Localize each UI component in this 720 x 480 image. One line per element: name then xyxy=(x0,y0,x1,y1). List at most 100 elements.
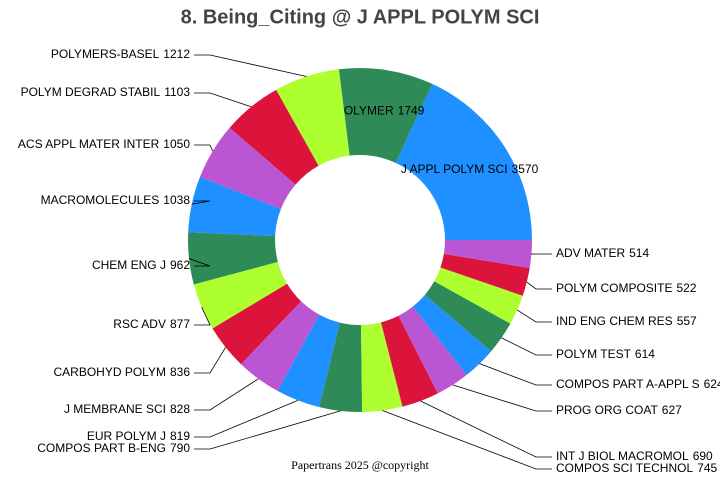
donut-slice xyxy=(361,322,403,412)
label-value: 1038 xyxy=(163,193,190,207)
donut-slice xyxy=(193,261,288,329)
label-value: 3570 xyxy=(512,162,539,176)
leader-line xyxy=(194,410,341,450)
leader-line xyxy=(188,258,211,267)
label-name: POLYM TEST xyxy=(556,347,632,361)
donut-slice xyxy=(319,322,363,412)
leader-line xyxy=(194,306,211,326)
leader-line xyxy=(194,400,299,438)
slice-label: POLYMER 1749 xyxy=(336,104,425,118)
leader-line xyxy=(194,378,259,411)
leader-line xyxy=(194,92,252,108)
leader-line xyxy=(191,200,211,205)
label-value: 522 xyxy=(676,281,696,295)
label-name: PROG ORG COAT xyxy=(556,403,658,417)
chart-title: 8. Being_Citing @ J APPL POLYM SCI xyxy=(181,6,540,28)
donut-slice xyxy=(380,315,438,407)
slice-label: POLYM TEST 614 xyxy=(556,347,655,361)
slice-label: J APPL POLYM SCI 3570 xyxy=(401,162,539,176)
label-name: J APPL POLYM SCI xyxy=(401,162,508,176)
slice-label: POLYMERS-BASEL 1212 xyxy=(51,47,191,61)
leader-line xyxy=(194,347,226,374)
donut-slice xyxy=(443,240,532,269)
slice-label: CHEM ENG J 962 xyxy=(92,258,190,272)
slice-label: ACS APPL MATER INTER 1050 xyxy=(18,137,190,151)
label-value: 1103 xyxy=(164,85,190,99)
label-name: COMPOS PART B-ENG xyxy=(37,441,166,455)
donut-slice xyxy=(212,283,302,365)
leader-line xyxy=(382,410,552,470)
leader-line xyxy=(194,144,214,152)
label-name: J MEMBRANE SCI xyxy=(64,402,166,416)
label-value: 828 xyxy=(170,402,190,416)
donut-slice xyxy=(424,281,511,352)
donut-slice xyxy=(434,267,523,324)
slice-label: J MEMBRANE SCI 828 xyxy=(64,402,190,416)
slice-label: COMPOS SCI TECHNOL 745 xyxy=(556,461,717,475)
label-name: CHEM ENG J xyxy=(92,258,166,272)
label-name: POLYMER xyxy=(336,104,394,118)
label-name: COMPOS SCI TECHNOL xyxy=(556,461,693,475)
label-name: ACS APPL MATER INTER xyxy=(18,137,160,151)
donut-slice xyxy=(199,127,296,209)
donut-slice xyxy=(188,176,281,237)
slice-label: POLYM DEGRAD STABIL 1103 xyxy=(21,85,191,99)
leader-line xyxy=(194,54,307,77)
label-name: COMPOS PART A-APPL S xyxy=(556,377,700,391)
slice-label: MACROMOLECULES 1038 xyxy=(41,193,191,207)
label-name: CARBOHYD POLYM xyxy=(54,365,166,379)
slice-label: CARBOHYD POLYM 836 xyxy=(54,365,191,379)
donut-slice xyxy=(412,294,492,375)
label-value: 614 xyxy=(635,347,655,361)
label-value: 1749 xyxy=(398,104,425,118)
label-value: 627 xyxy=(662,403,682,417)
donut-slice xyxy=(398,306,467,394)
label-name: EUR POLYM J xyxy=(87,429,166,443)
slice-label: PROG ORG COAT 627 xyxy=(556,403,682,417)
slice-label: COMPOS PART A-APPL S 624 xyxy=(556,377,720,391)
label-value: 624 xyxy=(704,377,720,391)
leader-line xyxy=(479,363,552,386)
label-value: 962 xyxy=(170,258,190,272)
label-value: 690 xyxy=(693,449,713,463)
label-value: 514 xyxy=(629,246,649,260)
label-value: 557 xyxy=(677,314,697,328)
label-value: 836 xyxy=(170,365,190,379)
leader-line xyxy=(516,309,552,323)
label-value: 877 xyxy=(170,317,190,331)
label-name: RSC ADV xyxy=(113,317,166,331)
slice-label: INT J BIOL MACROMOL 690 xyxy=(556,449,713,463)
label-name: POLYM COMPOSITE xyxy=(556,281,672,295)
label-value: 790 xyxy=(170,441,190,455)
slice-label: COMPOS PART B-ENG 790 xyxy=(37,441,190,455)
label-name: MACROMOLECULES xyxy=(41,193,160,207)
donut-slice xyxy=(188,232,278,285)
label-value: 745 xyxy=(697,461,717,475)
donut-slice xyxy=(338,68,433,163)
donut-slice xyxy=(440,253,530,296)
leader-line xyxy=(526,281,552,290)
leader-line xyxy=(501,337,552,356)
leader-line xyxy=(420,400,552,458)
label-name: ADV MATER xyxy=(556,246,625,260)
label-value: 819 xyxy=(170,429,190,443)
slice-label: ADV MATER 514 xyxy=(556,246,649,260)
donut-slice xyxy=(395,83,532,240)
label-value: 1212 xyxy=(163,47,190,61)
slice-label: POLYM COMPOSITE 522 xyxy=(556,281,697,295)
label-name: INT J BIOL MACROMOL xyxy=(556,449,689,463)
label-name: POLYMERS-BASEL xyxy=(51,47,160,61)
label-name: POLYM DEGRAD STABIL xyxy=(21,85,161,99)
donut-slice xyxy=(229,89,319,185)
slice-label: EUR POLYM J 819 xyxy=(87,429,190,443)
footer: Papertrans 2025 @copyright xyxy=(291,458,429,472)
donut-slice xyxy=(276,69,350,166)
label-value: 1050 xyxy=(163,137,190,151)
label-name: IND ENG CHEM RES xyxy=(556,314,673,328)
donut-slice xyxy=(277,314,340,408)
slice-label: IND ENG CHEM RES 557 xyxy=(556,314,697,328)
leader-line xyxy=(452,384,552,412)
donut-slice xyxy=(241,301,320,391)
slice-label: RSC ADV 877 xyxy=(113,317,190,331)
